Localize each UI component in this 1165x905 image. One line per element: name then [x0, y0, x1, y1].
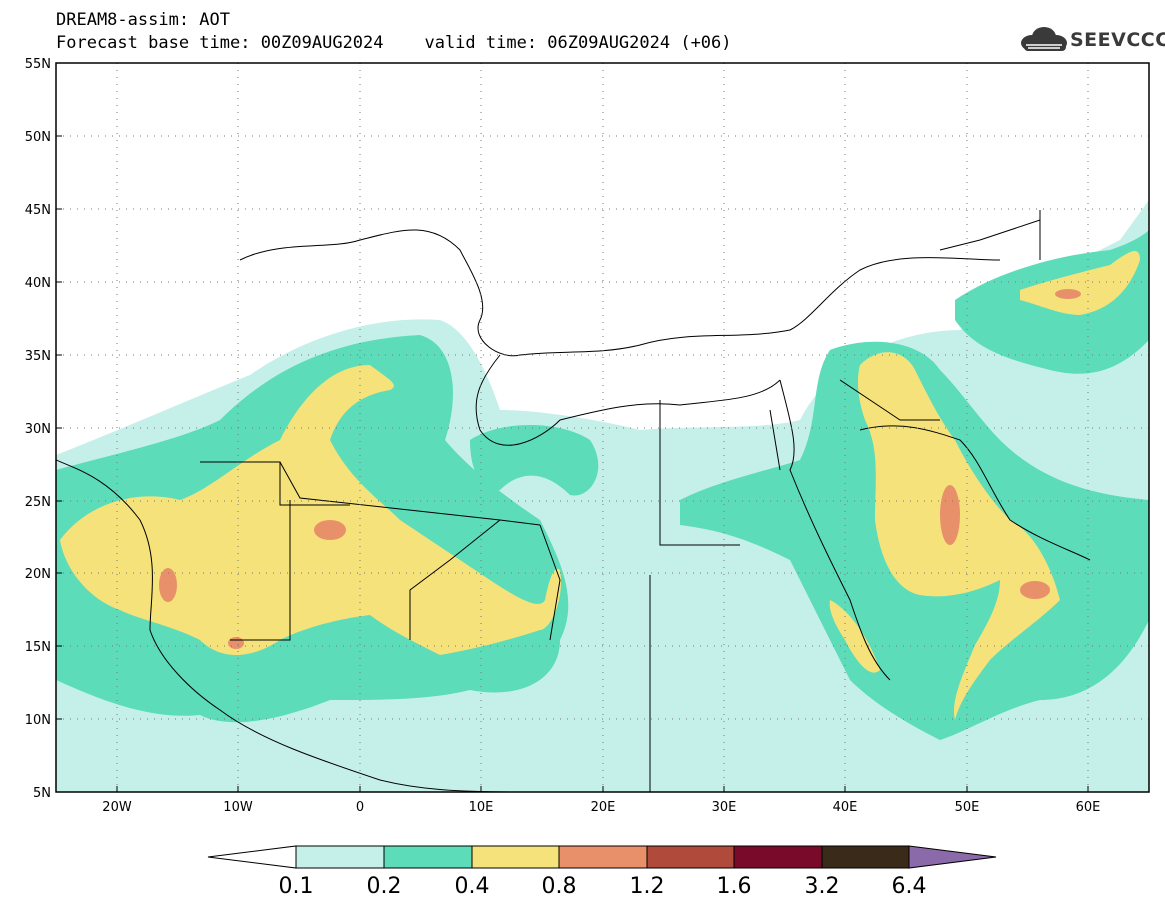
lon-label: 50E [955, 800, 980, 815]
colorbar-label: 1.6 [717, 874, 752, 899]
lon-label: 10W [223, 800, 253, 815]
lat-label: 40N [25, 276, 51, 291]
lon-labels: 20W 10W 0 10E 20E 30E 40E 50E 60E [102, 800, 1100, 815]
grid-lines [56, 63, 1149, 792]
colorbar-under-arrow [207, 845, 297, 869]
lat-label: 25N [25, 495, 51, 510]
lat-label: 55N [25, 57, 51, 72]
lat-label: 15N [25, 640, 51, 655]
colorbar-swatch [295, 845, 385, 869]
lat-label: 45N [25, 203, 51, 218]
lat-label: 5N [33, 786, 51, 801]
lat-labels: 55N 50N 45N 40N 35N 30N 25N 20N 15N 10N … [25, 57, 51, 801]
colorbar-swatch [558, 845, 648, 869]
lon-label: 60E [1076, 800, 1101, 815]
colorbar-swatch [733, 845, 823, 869]
coastlines [56, 229, 1091, 792]
base-time: Forecast base time: 00Z09AUG2024 [56, 33, 384, 53]
lon-label: 0 [356, 800, 364, 815]
lon-label: 20W [102, 800, 132, 815]
colorbar-label: 0.1 [279, 874, 314, 899]
colorbar-label: 0.4 [455, 874, 490, 899]
lat-label: 50N [25, 130, 51, 145]
valid-time: valid time: 06Z09AUG2024 (+06) [424, 33, 732, 53]
lat-label: 35N [25, 349, 51, 364]
colorbar-swatch [646, 845, 735, 869]
colorbar-swatch [383, 845, 473, 869]
lon-label: 20E [591, 800, 616, 815]
colorbar-label: 3.2 [805, 874, 840, 899]
lat-label: 30N [25, 422, 51, 437]
lon-label: 40E [833, 800, 858, 815]
colorbar-label: 0.2 [367, 874, 402, 899]
colorbar-swatch [471, 845, 560, 869]
colorbar-label: 0.8 [542, 874, 577, 899]
borders [200, 210, 1041, 792]
time-info: Forecast base time: 00Z09AUG2024 valid t… [56, 33, 732, 53]
logo-text: SEEVCCC [1070, 29, 1165, 51]
colorbar-label: 1.2 [630, 874, 665, 899]
logo [1021, 27, 1067, 51]
tick-marks [56, 62, 1089, 793]
colorbar-swatch [821, 845, 910, 869]
lat-label: 20N [25, 567, 51, 582]
colorbar [207, 845, 997, 869]
colorbar-over-arrow [908, 845, 997, 869]
aot-band-0.4 [60, 250, 1140, 720]
aot-fill [56, 200, 1149, 792]
colorbar-label: 6.4 [892, 874, 927, 899]
map-title: DREAM8-assim: AOT [56, 10, 230, 30]
lat-label: 10N [25, 713, 51, 728]
colorbar-labels: 0.1 0.2 0.4 0.8 1.2 1.6 3.2 6.4 [279, 874, 927, 899]
lon-label: 30E [712, 800, 737, 815]
lon-label: 10E [469, 800, 494, 815]
